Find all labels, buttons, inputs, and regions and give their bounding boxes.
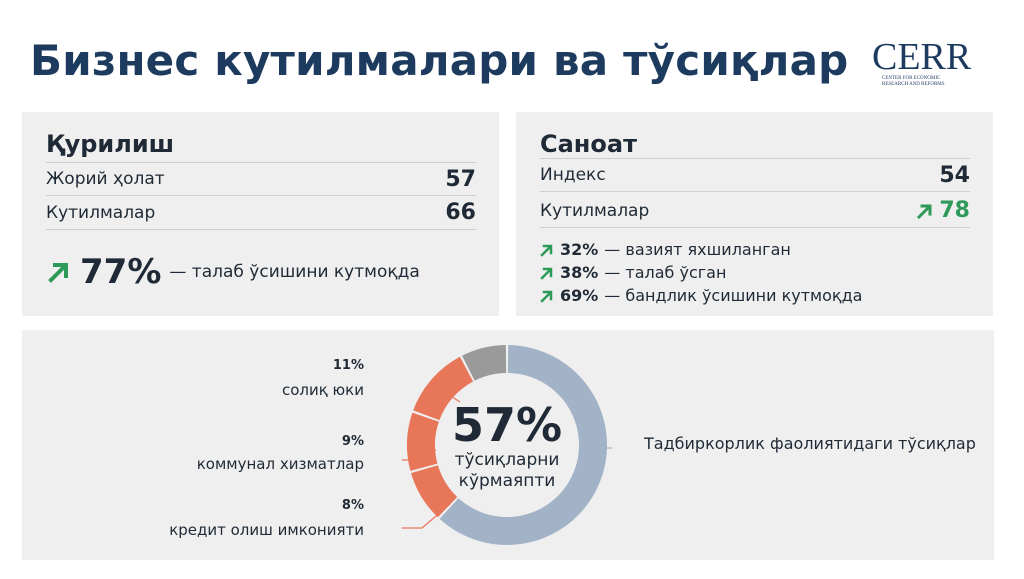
- callout-pct: 9%: [341, 434, 364, 449]
- row-value: 66: [445, 200, 476, 225]
- highlight-text: — талаб ўсишини кутмоқда: [169, 262, 420, 282]
- donut-legend-label: Тадбиркорлик фаолиятидаги тўсиқлар: [644, 434, 976, 453]
- construction-row-current: Жорий ҳолат 57: [46, 162, 476, 196]
- highlight-value: 77%: [80, 252, 162, 292]
- bullet-text: — талаб ўсган: [604, 263, 727, 282]
- donut-segment: [407, 412, 439, 471]
- callout-pct: 8%: [341, 498, 364, 513]
- row-value-with-arrow: 78: [915, 198, 970, 223]
- page-title: Бизнес кутилмалари ва тўсиқлар: [30, 36, 849, 85]
- arrow-up-right-icon: [540, 244, 553, 257]
- industry-row-expectations: Кутилмалар 78: [540, 194, 970, 228]
- callout-pct: 11%: [332, 358, 364, 373]
- industry-panel: Саноат Индекс 54 Кутилмалар 78 32% — ваз…: [516, 112, 993, 316]
- donut-center-label: 57% тўсиқларни кўрмаяпти: [402, 400, 612, 492]
- arrow-up-right-icon: [48, 263, 68, 283]
- callout-credit: 8% кредит олиш имконияти: [169, 498, 364, 539]
- logo-text: CERR: [872, 36, 972, 78]
- callout-utilities: 9% коммунал хизматлар: [197, 434, 364, 473]
- callout-connector: [402, 503, 451, 529]
- construction-highlight: 77% — талаб ўсишини кутмоқда: [46, 252, 420, 292]
- expectations-value: 78: [939, 198, 970, 223]
- callout-label: солиқ юки: [281, 381, 364, 399]
- list-item: 38% — талаб ўсган: [540, 261, 862, 284]
- donut-segment: [411, 465, 458, 518]
- callout-tax: 11% солиқ юки: [282, 358, 364, 399]
- donut-segment: [462, 345, 507, 381]
- row-value: 57: [445, 166, 476, 192]
- row-label: Кутилмалар: [46, 202, 156, 223]
- callout-label: коммунал хизматлар: [196, 455, 364, 473]
- arrow-up-right-icon: [540, 267, 553, 280]
- row-value: 54: [939, 162, 970, 188]
- callout-label: кредит олиш имконияти: [169, 521, 364, 539]
- logo-subtext: Center for economic research and reforms: [882, 76, 945, 87]
- callout-connector: [428, 388, 461, 403]
- industry-bullets: 32% — вазият яхшиланган 38% — талаб ўсга…: [540, 238, 862, 307]
- industry-title: Саноат: [540, 130, 637, 158]
- obstacles-panel: 57% тўсиқларни кўрмаяпти 11% солиқ юки 9…: [22, 330, 994, 560]
- donut-center-line2: кўрмаяпти: [458, 471, 556, 491]
- arrow-up-right-icon: [917, 204, 932, 219]
- donut-center-value: 57%: [451, 398, 563, 452]
- construction-title: Қурилиш: [46, 130, 175, 158]
- bullet-value: 69%: [560, 286, 599, 305]
- list-item: 32% — вазият яхшиланган: [540, 238, 862, 261]
- bullet-text: — бандлик ўсишини кутмоқда: [604, 286, 863, 305]
- callout-connector: [402, 449, 437, 461]
- donut-segment: [413, 356, 474, 421]
- bullet-value: 32%: [560, 240, 599, 259]
- row-label: Индекс: [540, 165, 606, 185]
- donut-segment: [439, 345, 607, 545]
- row-label: Жорий ҳолат: [46, 169, 165, 189]
- bullet-text: — вазият яхшиланган: [604, 240, 791, 259]
- row-label: Кутилмалар: [540, 200, 650, 221]
- construction-panel: Қурилиш Жорий ҳолат 57 Кутилмалар 66 77%…: [22, 112, 499, 316]
- industry-row-index: Индекс 54: [540, 158, 970, 192]
- bullet-value: 38%: [560, 263, 599, 282]
- cerr-logo: CERR Center for economic research and re…: [872, 38, 992, 90]
- obstacles-donut-chart: [402, 345, 612, 545]
- donut-center-line1: тўсиқларни: [454, 450, 560, 470]
- arrow-up-right-icon: [540, 290, 553, 303]
- construction-row-expectations: Кутилмалар 66: [46, 196, 476, 230]
- list-item: 69% — бандлик ўсишини кутмоқда: [540, 284, 862, 307]
